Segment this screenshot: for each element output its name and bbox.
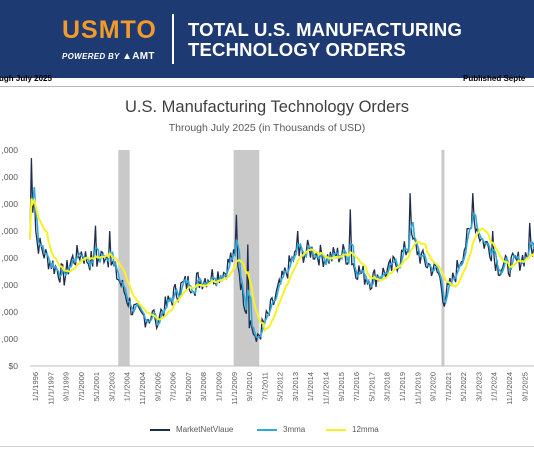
- report-title-line-1: TOTAL U.S. MANUFACTURING: [188, 19, 463, 40]
- x-tick-label: 5/1/2007: [184, 372, 193, 401]
- x-tick-label: 7/1/2016: [352, 372, 361, 401]
- published-label: Published Septe: [463, 74, 526, 83]
- legend-item-market: MarketNetVlaue: [150, 425, 233, 434]
- x-tick-label: 3/1/2008: [199, 372, 208, 401]
- x-tick-label: 9/1/2025: [520, 372, 529, 401]
- logo-tagline: POWERED BY ▲AMT: [62, 51, 155, 62]
- period-label: rough July 2025: [0, 74, 52, 83]
- legend-label-12mma: 12mma: [352, 425, 379, 434]
- x-tick-label: 3/1/2018: [383, 372, 392, 401]
- y-tick-label: ,000: [1, 307, 18, 317]
- header-banner: USMTO POWERED BY ▲AMT TOTAL U.S. MANUFAC…: [0, 0, 534, 78]
- legend-label-market: MarketNetVlaue: [176, 425, 234, 434]
- legend-swatch-12mma: [326, 428, 346, 431]
- legend-swatch-3mma: [257, 428, 277, 431]
- x-tick-label: 5/1/2017: [367, 372, 376, 401]
- x-tick-labels: 1/1/1996 11/1/1997 9/1/1999 7/1/2000 5/1/200…: [31, 372, 529, 405]
- recession-bands: [118, 150, 445, 366]
- x-tick-label: 9/1/2020: [429, 372, 438, 401]
- recession-band-3: [441, 150, 445, 366]
- y-tick-label: ,000: [1, 253, 18, 263]
- logo-tagline-text: POWERED BY: [62, 52, 120, 61]
- x-tick-label: 9/1/2005: [153, 372, 162, 401]
- chart-legend: MarketNetVlaue 3mma 12mma: [0, 425, 534, 439]
- series-line-3mma: [29, 187, 534, 339]
- y-tick-label: ,000: [1, 199, 18, 209]
- x-tick-label: 11/1/2009: [230, 372, 239, 405]
- bottom-rule: [0, 446, 534, 447]
- x-tick-label: 9/1/1999: [62, 372, 71, 401]
- series-line-12mma: [29, 197, 534, 333]
- x-tick-label: 5/1/2022: [459, 372, 468, 401]
- x-tick-label: 1/1/2019: [398, 372, 407, 401]
- x-tick-label: 11/1/2004: [138, 372, 147, 405]
- legend-item-3mma: 3mma: [257, 425, 305, 434]
- amt-logo: ▲AMT: [122, 51, 155, 62]
- y-tick-labels: $0 ,000 ,000 ,000 ,000 ,000 ,000 ,000 ,000: [1, 145, 18, 371]
- x-tick-label: 5/1/2001: [92, 372, 101, 401]
- recession-band-1: [118, 150, 130, 366]
- legend-item-12mma: 12mma: [326, 425, 379, 434]
- x-tick-label: 11/1/2014: [322, 372, 331, 405]
- x-tick-label: 11/1/2019: [413, 372, 422, 405]
- x-tick-label: 7/1/2021: [444, 372, 453, 401]
- x-tick-label: 7/1/2011: [260, 372, 269, 401]
- y-tick-label: ,000: [1, 172, 18, 182]
- y-tick-label: ,000: [1, 334, 18, 344]
- report-title-line-2: TECHNOLOGY ORDERS: [188, 39, 406, 60]
- x-tick-label: 11/1/2024: [505, 372, 514, 405]
- x-tick-label: 1/1/2014: [306, 372, 315, 401]
- legend-swatch-market: [150, 428, 170, 431]
- x-tick-label: 3/1/2003: [107, 372, 116, 401]
- x-tick-label: 1/1/1996: [31, 372, 40, 401]
- x-tick-label: 5/1/2012: [276, 372, 285, 401]
- x-tick-label: 1/1/2024: [490, 372, 499, 401]
- chart-title: U.S. Manufacturing Technology Orders: [124, 98, 409, 116]
- y-tick-label: ,000: [1, 226, 18, 236]
- header-rule: [0, 86, 534, 87]
- y-tick-label: ,000: [1, 145, 18, 155]
- x-tick-label: 3/1/2013: [291, 372, 300, 401]
- y-tick-label: ,000: [1, 280, 18, 290]
- x-tick-label: 1/1/2009: [214, 372, 223, 401]
- y-tick-label: $0: [9, 361, 19, 371]
- x-tick-label: 11/1/1997: [46, 372, 55, 405]
- x-tick-label: 3/1/2023: [474, 372, 483, 401]
- series-line-market: [29, 158, 534, 342]
- usmto-logo: USMTO: [62, 16, 157, 44]
- chart-subtitle: Through July 2025 (in Thousands of USD): [168, 122, 366, 134]
- x-tick-label: 9/1/2015: [337, 372, 346, 401]
- x-tick-label: 7/1/2000: [77, 372, 86, 401]
- legend-label-3mma: 3mma: [283, 425, 306, 434]
- series-lines: [29, 158, 534, 342]
- header-divider: [172, 14, 174, 64]
- x-tick-label: 1/1/2004: [123, 372, 132, 401]
- x-tick-label: 9/1/2010: [245, 372, 254, 401]
- x-tick-label: 7/1/2006: [169, 372, 178, 401]
